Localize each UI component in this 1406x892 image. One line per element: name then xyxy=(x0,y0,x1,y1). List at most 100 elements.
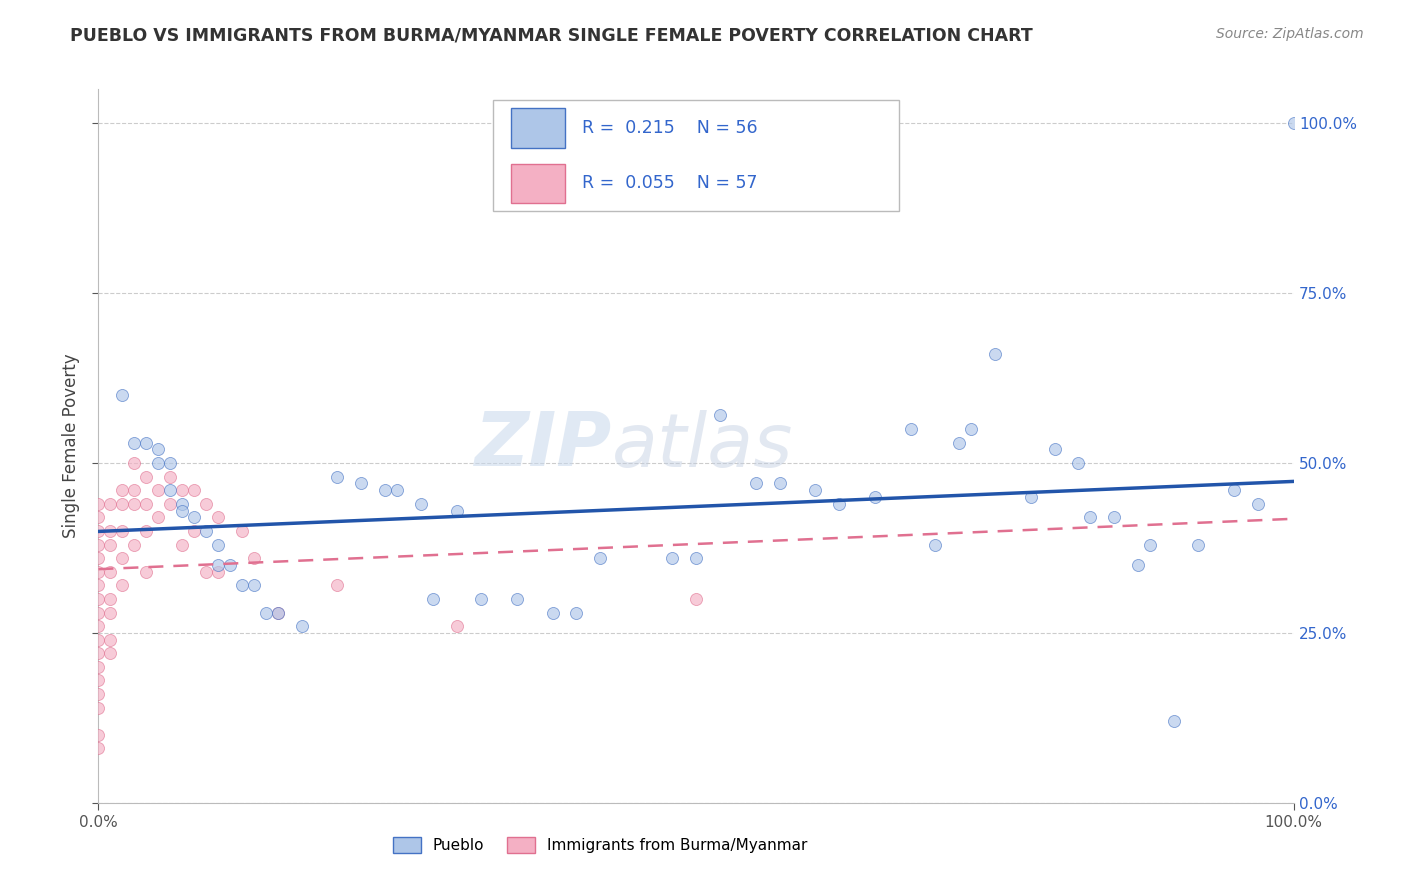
Point xyxy=(87,565,110,579)
Point xyxy=(219,558,242,572)
Point xyxy=(207,565,229,579)
Legend: Pueblo, Immigrants from Burma/Myanmar: Pueblo, Immigrants from Burma/Myanmar xyxy=(387,831,814,859)
Text: Source: ZipAtlas.com: Source: ZipAtlas.com xyxy=(1216,27,1364,41)
Point xyxy=(135,435,157,450)
Point xyxy=(87,591,110,606)
Point xyxy=(589,551,612,566)
Point xyxy=(207,510,229,524)
Point xyxy=(111,578,134,592)
Point xyxy=(87,551,110,566)
Point xyxy=(183,524,205,538)
Point xyxy=(124,456,146,470)
Point xyxy=(446,503,468,517)
Point xyxy=(98,632,122,647)
Point xyxy=(541,606,564,620)
Point xyxy=(124,497,146,511)
Point xyxy=(148,483,170,498)
Point xyxy=(745,476,768,491)
Text: PUEBLO VS IMMIGRANTS FROM BURMA/MYANMAR SINGLE FEMALE POVERTY CORRELATION CHART: PUEBLO VS IMMIGRANTS FROM BURMA/MYANMAR … xyxy=(70,27,1033,45)
Point xyxy=(254,606,277,620)
Point xyxy=(148,510,170,524)
Point xyxy=(1104,510,1126,524)
Point xyxy=(124,537,146,551)
Point xyxy=(98,565,122,579)
Point xyxy=(243,551,266,566)
Point xyxy=(98,537,122,551)
Text: R =  0.215    N = 56: R = 0.215 N = 56 xyxy=(582,119,758,136)
Point xyxy=(1223,483,1246,498)
Point xyxy=(135,497,157,511)
Point xyxy=(1019,490,1042,504)
Point xyxy=(267,606,290,620)
Point xyxy=(135,565,157,579)
Bar xyxy=(510,163,565,202)
Point xyxy=(267,606,290,620)
Point xyxy=(124,435,146,450)
Point xyxy=(243,578,266,592)
Point xyxy=(828,497,851,511)
Point xyxy=(172,497,194,511)
Point xyxy=(374,483,396,498)
Point xyxy=(422,591,444,606)
Point xyxy=(87,687,110,701)
Point xyxy=(470,591,492,606)
Point xyxy=(87,497,110,511)
Point xyxy=(111,388,134,402)
Point xyxy=(172,483,194,498)
Point xyxy=(87,700,110,714)
Y-axis label: Single Female Poverty: Single Female Poverty xyxy=(62,354,80,538)
Point xyxy=(87,660,110,674)
Point xyxy=(159,483,181,498)
Point xyxy=(207,537,229,551)
Point xyxy=(804,483,827,498)
Point xyxy=(87,606,110,620)
Point xyxy=(159,456,181,470)
Text: atlas: atlas xyxy=(613,410,794,482)
Point xyxy=(385,483,409,498)
Point xyxy=(231,578,253,592)
Point xyxy=(685,551,707,566)
Point xyxy=(446,619,468,633)
Point xyxy=(948,435,970,450)
Point xyxy=(195,497,218,511)
Point xyxy=(159,497,181,511)
Bar xyxy=(510,108,565,147)
Point xyxy=(87,578,110,592)
Point xyxy=(1080,510,1102,524)
Point xyxy=(1187,537,1209,551)
Point xyxy=(98,497,122,511)
Point xyxy=(195,565,218,579)
Point xyxy=(87,524,110,538)
Point xyxy=(148,442,170,457)
Point xyxy=(207,558,229,572)
Point xyxy=(87,673,110,688)
Point xyxy=(183,510,205,524)
Point xyxy=(87,537,110,551)
Point xyxy=(98,524,122,538)
Point xyxy=(1043,442,1066,457)
Point xyxy=(1067,456,1090,470)
Point xyxy=(159,469,181,483)
Point xyxy=(87,646,110,660)
Point xyxy=(87,632,110,647)
Point xyxy=(111,524,134,538)
Point xyxy=(231,524,253,538)
Point xyxy=(865,490,887,504)
Point xyxy=(1139,537,1161,551)
Point xyxy=(924,537,946,551)
Point xyxy=(87,510,110,524)
Point xyxy=(984,347,1007,361)
Point xyxy=(685,591,707,606)
Point xyxy=(183,483,205,498)
Point xyxy=(326,469,349,483)
FancyBboxPatch shape xyxy=(494,100,900,211)
Text: ZIP: ZIP xyxy=(475,409,613,483)
Point xyxy=(565,606,588,620)
Point xyxy=(124,483,146,498)
Point xyxy=(768,476,790,491)
Point xyxy=(87,741,110,756)
Point xyxy=(1128,558,1150,572)
Point xyxy=(111,551,134,566)
Point xyxy=(111,483,134,498)
Point xyxy=(98,591,122,606)
